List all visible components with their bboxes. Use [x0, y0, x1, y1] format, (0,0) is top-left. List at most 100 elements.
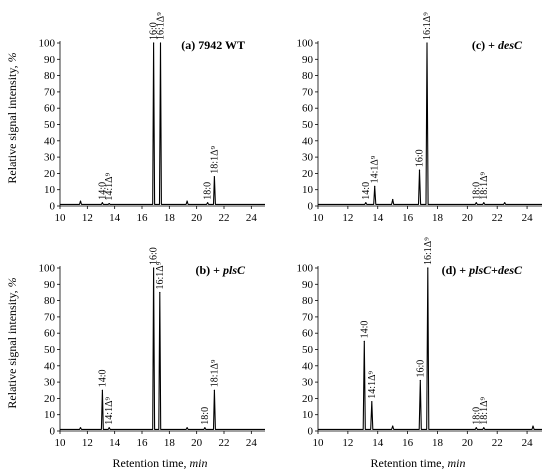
peak-point	[79, 427, 82, 429]
y-tick-label: 70	[44, 86, 56, 98]
x-tick-label: 14	[372, 437, 384, 449]
y-tick-label: 10	[44, 184, 56, 196]
peak-point	[371, 401, 373, 403]
peak-point	[153, 42, 155, 44]
peak-label: 14:0	[97, 182, 108, 200]
peak-point	[213, 389, 215, 391]
chromatogram-trace-b	[60, 267, 265, 430]
y-tick-label: 100	[39, 38, 56, 50]
peak-point	[213, 176, 215, 178]
peak-point	[101, 389, 103, 391]
y-tick-label: 50	[302, 344, 314, 356]
y-tick-label: 90	[44, 279, 56, 291]
x-tick-label: 22	[492, 212, 503, 224]
peak-label: 18:0	[203, 182, 214, 200]
y-tick-label: 20	[44, 168, 56, 180]
chromatogram-trace-a	[60, 42, 265, 205]
peak-label: 14:0	[359, 321, 370, 339]
peak-point	[419, 379, 421, 382]
peak-point	[79, 200, 82, 202]
x-tick-label: 14	[109, 437, 121, 449]
x-tick-label: 14	[109, 212, 121, 224]
x-tick-label: 24	[246, 437, 258, 449]
x-tick-label: 12	[82, 437, 93, 449]
peak-point	[153, 267, 155, 269]
y-tick-label: 100	[297, 38, 314, 50]
y-tick-label: 40	[302, 135, 314, 147]
x-tick-label: 16	[402, 212, 414, 224]
peak-label: 18:1Δ⁹	[209, 359, 220, 387]
x-tick-label: 24	[246, 212, 258, 224]
peak-label: 14:0	[97, 370, 108, 388]
peak-point	[186, 427, 188, 429]
x-tick-label: 10	[55, 437, 67, 449]
x-tick-label: 10	[313, 437, 325, 449]
x-tick-label: 24	[522, 437, 534, 449]
peak-label: 14:0	[361, 182, 372, 200]
peak-label: 18:0	[200, 407, 211, 425]
x-tick-label: 18	[164, 437, 176, 449]
x-tick-label: 16	[137, 437, 149, 449]
y-tick-label: 90	[302, 54, 314, 66]
chromatogram-trace-c	[318, 42, 542, 205]
peak-label: 16:0	[149, 247, 160, 265]
y-tick-label: 0	[308, 201, 314, 213]
peak-point	[186, 200, 188, 202]
x-tick-label: 20	[462, 212, 474, 224]
peak-label: 16:1Δ⁹	[156, 12, 167, 40]
x-tick-label: 22	[219, 437, 230, 449]
x-tick-label: 16	[402, 437, 414, 449]
x-tick-label: 12	[342, 437, 353, 449]
panel-title-a: (a) 7942 WT	[181, 38, 245, 52]
y-axis-title-top: Relative signal intensity, %	[5, 52, 19, 183]
y-tick-label: 80	[302, 295, 314, 307]
peak-label: 18:0	[471, 407, 482, 425]
peak-point	[504, 202, 506, 204]
y-tick-label: 60	[302, 103, 314, 115]
peak-point	[363, 340, 365, 342]
peak-point	[418, 169, 421, 171]
x-tick-label: 22	[219, 212, 230, 224]
y-tick-label: 10	[302, 184, 314, 196]
peak-point	[374, 185, 376, 187]
peak-point	[108, 203, 110, 205]
peak-label: 18:0	[471, 182, 482, 200]
peak-point	[483, 202, 485, 204]
y-tick-label: 30	[302, 377, 314, 389]
peak-point	[204, 427, 206, 429]
y-tick-label: 30	[44, 152, 56, 164]
y-tick-label: 10	[44, 409, 56, 421]
x-tick-label: 20	[191, 212, 203, 224]
x-tick-label: 24	[522, 212, 534, 224]
peak-label: 18:1Δ⁹	[209, 145, 220, 173]
peak-point	[475, 427, 477, 429]
panel-title-b: (b) + plsC	[195, 263, 246, 277]
y-tick-label: 60	[44, 328, 56, 340]
y-tick-label: 20	[302, 393, 314, 405]
peak-label: 14:1Δ⁹	[104, 396, 115, 424]
peak-label: 16:0	[149, 22, 160, 40]
peak-label: 14:1Δ⁹	[367, 370, 378, 398]
panel-title-c: (c) + desC	[472, 38, 523, 52]
y-tick-label: 0	[50, 201, 56, 213]
y-tick-label: 100	[297, 263, 314, 275]
peak-label: 16:1Δ⁹	[422, 12, 433, 40]
x-tick-label: 18	[432, 212, 444, 224]
y-tick-label: 100	[39, 263, 56, 275]
y-tick-label: 30	[44, 377, 56, 389]
peak-label: 16:1Δ⁹	[155, 261, 166, 289]
x-tick-label: 14	[372, 212, 384, 224]
peak-point	[483, 427, 485, 429]
peak-point	[427, 267, 429, 269]
peak-label: 18:1Δ⁹	[479, 171, 490, 199]
x-tick-label: 18	[164, 212, 176, 224]
peak-label: 16:0	[415, 149, 426, 167]
y-tick-label: 70	[302, 311, 314, 323]
y-tick-label: 0	[50, 426, 56, 438]
y-tick-label: 90	[44, 54, 56, 66]
y-tick-label: 40	[302, 360, 314, 372]
x-tick-label: 18	[432, 437, 444, 449]
